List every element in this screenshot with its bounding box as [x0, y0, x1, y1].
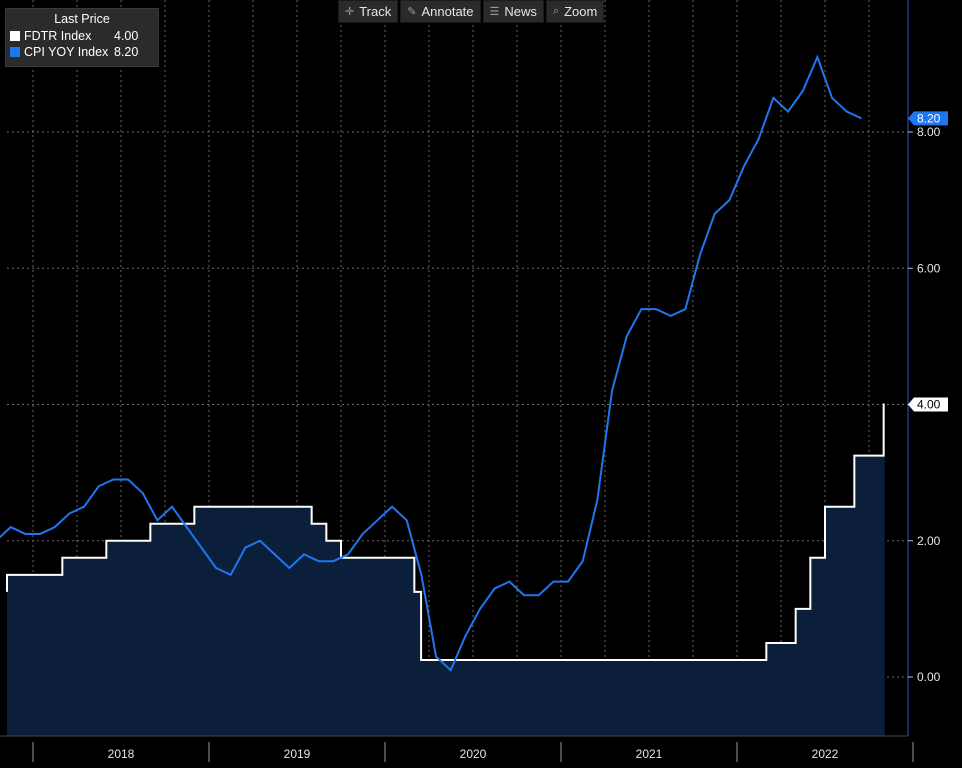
- magnifier-icon: ⌕: [552, 5, 560, 17]
- legend-item-cpi[interactable]: CPI YOY Index 8.20: [6, 44, 158, 60]
- legend-name-cpi: CPI YOY Index: [24, 45, 109, 59]
- legend-swatch-cpi: [10, 47, 20, 57]
- x-tick-label: 2018: [108, 747, 135, 761]
- pencil-icon: ✎: [407, 6, 417, 18]
- fdtr-area: [7, 404, 885, 736]
- zoom-button[interactable]: ⌕ Zoom: [545, 0, 605, 23]
- annotate-button[interactable]: ✎ Annotate: [400, 0, 481, 23]
- legend-value-cpi: 8.20: [114, 45, 139, 59]
- annotate-label: Annotate: [421, 4, 474, 19]
- last-value-tag: [908, 397, 948, 412]
- cpi-line: [0, 54, 862, 672]
- legend-name-fdtr: FDTR Index: [24, 29, 92, 43]
- legend-swatch-fdtr: [10, 31, 20, 41]
- x-tick-label: 2019: [284, 747, 311, 761]
- x-tick-label: 2021: [636, 747, 663, 761]
- chart-toolbar: ✛ Track ✎ Annotate ☰ News ⌕ Zoom: [338, 0, 605, 23]
- last-value-tag: [908, 111, 948, 126]
- last-value-label: 4.00: [917, 398, 941, 412]
- legend-box[interactable]: Last Price FDTR Index 4.00 CPI YOY Index…: [5, 8, 159, 67]
- legend-item-fdtr[interactable]: FDTR Index 4.00: [6, 28, 158, 44]
- legend-value-fdtr: 4.00: [114, 29, 139, 43]
- news-icon: ☰: [489, 6, 500, 18]
- legend-header: Last Price: [54, 12, 110, 26]
- fdtr-line: [6, 403, 885, 661]
- y-tick-label: 6.00: [917, 261, 941, 275]
- axis-layer: 0.002.004.006.008.008.204.00201820192020…: [0, 0, 948, 762]
- track-button[interactable]: ✛ Track: [338, 0, 399, 23]
- track-label: Track: [359, 4, 392, 19]
- news-button[interactable]: ☰ News: [482, 0, 544, 23]
- series-layer: [0, 54, 885, 736]
- x-tick-label: 2020: [460, 747, 487, 761]
- y-tick-label: 8.00: [917, 125, 941, 139]
- zoom-label: Zoom: [564, 4, 598, 19]
- y-tick-label: 0.00: [917, 670, 941, 684]
- crosshair-icon: ✛: [345, 6, 355, 18]
- news-label: News: [504, 4, 537, 19]
- y-tick-label: 2.00: [917, 534, 941, 548]
- last-value-label: 8.20: [917, 111, 941, 125]
- x-tick-label: 2022: [812, 747, 839, 761]
